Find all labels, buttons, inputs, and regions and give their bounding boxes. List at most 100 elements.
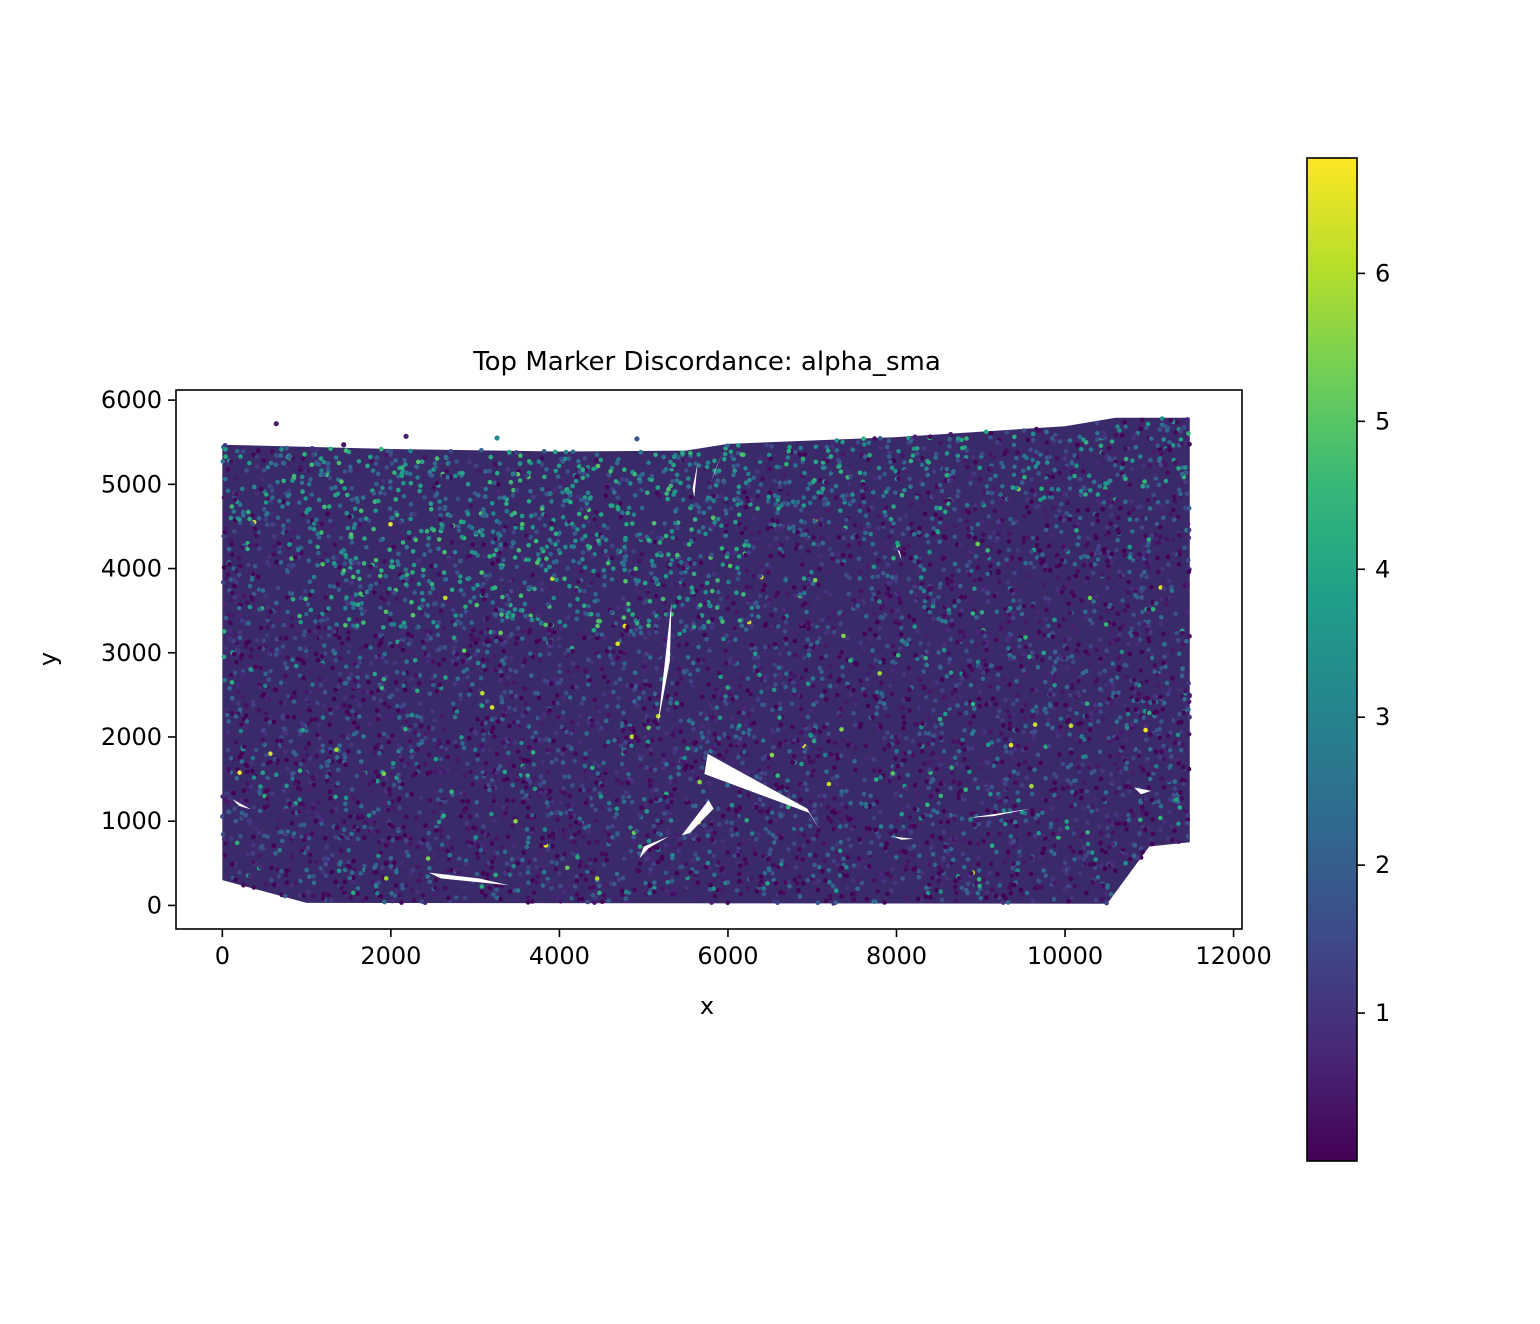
- scatter-point: [307, 780, 313, 786]
- scatter-point: [241, 449, 246, 454]
- scatter-point: [783, 620, 789, 625]
- scatter-point: [470, 635, 476, 641]
- scatter-point: [401, 670, 407, 676]
- scatter-point: [619, 721, 625, 726]
- scatter-point: [1136, 749, 1142, 754]
- scatter-point: [1019, 611, 1025, 617]
- scatter-point: [802, 590, 807, 596]
- scatter-point: [530, 606, 535, 612]
- scatter-point: [1019, 708, 1025, 713]
- scatter-point: [639, 505, 645, 511]
- scatter-point: [762, 603, 768, 609]
- scatter-point: [548, 551, 553, 557]
- scatter-point: [384, 465, 390, 470]
- scatter-point: [320, 748, 325, 754]
- scatter-point: [693, 461, 698, 466]
- scatter-point: [586, 823, 592, 829]
- scatter-point: [251, 859, 256, 865]
- scatter-point: [419, 528, 424, 534]
- scatter-point: [298, 619, 304, 625]
- scatter-point: [442, 549, 447, 555]
- scatter-point: [965, 526, 971, 532]
- scatter-point: [272, 687, 278, 692]
- scatter-point: [773, 880, 779, 886]
- scatter-point: [712, 458, 717, 464]
- scatter-point: [232, 670, 238, 676]
- scatter-point: [675, 525, 680, 531]
- scatter-point: [1072, 802, 1078, 808]
- scatter-point: [933, 455, 938, 460]
- scatter-point: [819, 693, 824, 699]
- scatter-point: [896, 775, 902, 780]
- scatter-point: [478, 675, 484, 681]
- scatter-point: [925, 890, 931, 896]
- scatter-point: [589, 803, 595, 808]
- scatter-point: [670, 478, 675, 484]
- scatter-point: [571, 558, 576, 564]
- scatter-point: [896, 476, 901, 482]
- scatter-point: [577, 816, 582, 821]
- scatter-point: [918, 575, 924, 580]
- scatter-point: [1184, 820, 1190, 826]
- scatter-point: [870, 648, 875, 653]
- scatter-point: [452, 563, 458, 568]
- scatter-point: [886, 486, 891, 491]
- scatter-point: [408, 480, 414, 486]
- scatter-point: [676, 455, 681, 460]
- scatter-point: [762, 583, 767, 588]
- scatter-point: [1085, 541, 1090, 546]
- scatter-point: [1122, 608, 1128, 613]
- scatter-point: [846, 836, 851, 842]
- scatter-point: [269, 791, 275, 796]
- scatter-point: [1008, 891, 1014, 896]
- scatter-point: [234, 476, 240, 481]
- scatter-point: [405, 713, 410, 718]
- scatter-point: [974, 615, 979, 620]
- scatter-point: [586, 634, 592, 640]
- scatter-point: [917, 742, 923, 748]
- scatter-point: [825, 805, 830, 810]
- scatter-point: [1161, 586, 1167, 591]
- scatter-point: [959, 885, 965, 891]
- scatter-point: [1089, 502, 1095, 508]
- scatter-point: [871, 611, 877, 616]
- scatter-point: [996, 519, 1001, 524]
- scatter-point: [696, 509, 702, 515]
- scatter-point: [432, 718, 438, 723]
- scatter-point: [887, 683, 893, 688]
- scatter-point: [316, 747, 322, 752]
- scatter-point: [532, 512, 538, 517]
- scatter-point: [985, 599, 991, 604]
- scatter-point: [679, 570, 684, 576]
- scatter-point: [411, 686, 417, 691]
- scatter-point: [792, 688, 797, 694]
- scatter-point: [1048, 805, 1054, 811]
- scatter-point: [928, 591, 933, 596]
- scatter-point: [585, 490, 591, 496]
- scatter-point: [434, 828, 439, 833]
- scatter-point: [1171, 792, 1177, 798]
- scatter-point: [1043, 776, 1048, 781]
- scatter-point: [755, 489, 761, 494]
- scatter-point: [1120, 745, 1126, 750]
- scatter-point: [787, 884, 792, 889]
- scatter-point: [426, 752, 432, 758]
- scatter-point: [945, 851, 951, 856]
- scatter-point: [937, 505, 943, 511]
- scatter-point: [371, 810, 377, 815]
- scatter-point: [275, 760, 280, 766]
- scatter-point: [343, 664, 349, 669]
- scatter-point: [758, 482, 764, 487]
- scatter-point: [978, 766, 984, 771]
- scatter-point: [996, 706, 1002, 712]
- scatter-point: [558, 811, 564, 816]
- scatter-point: [304, 612, 309, 617]
- scatter-point: [1072, 857, 1077, 862]
- scatter-point: [950, 696, 956, 701]
- scatter-point: [991, 763, 997, 769]
- scatter-point: [771, 687, 777, 693]
- scatter-point: [1006, 646, 1011, 651]
- scatter-point: [298, 878, 303, 884]
- scatter-point: [965, 765, 970, 771]
- scatter-point: [1015, 790, 1020, 795]
